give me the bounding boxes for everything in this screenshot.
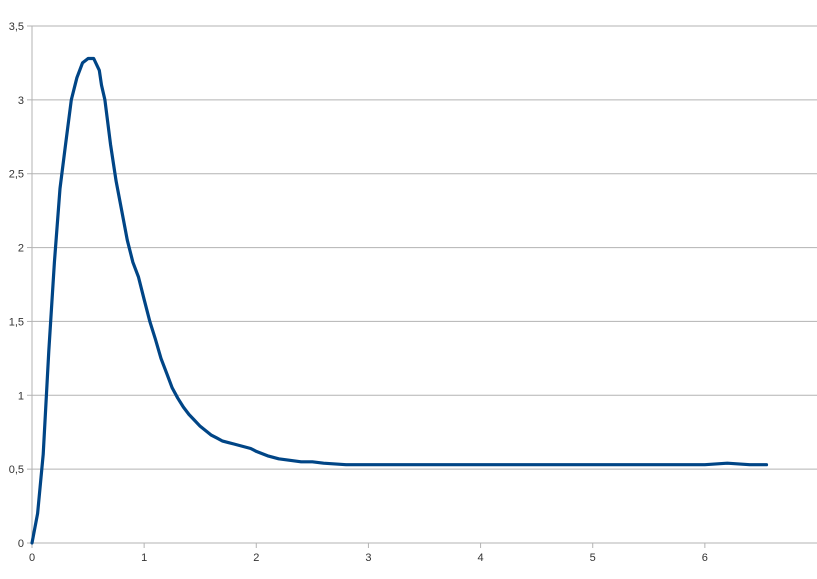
- axes: [27, 25, 817, 548]
- x-tick-label: 0: [29, 552, 35, 564]
- y-tick-label: 2,5: [9, 169, 24, 181]
- y-tick-label: 0: [18, 538, 24, 550]
- series: [30, 56, 769, 545]
- x-tick-label: 4: [478, 552, 484, 564]
- x-tick-labels: 0 1 2 3 4 5 6: [29, 552, 708, 564]
- x-tick-label: 3: [365, 552, 371, 564]
- x-tick-label: 6: [702, 552, 708, 564]
- y-tick-label: 2: [18, 243, 24, 255]
- y-tick-label: 3,5: [9, 21, 24, 33]
- x-tick-label: 5: [590, 552, 596, 564]
- x-tick-label: 2: [253, 552, 259, 564]
- series-line-0: [30, 56, 769, 545]
- y-tick-label: 1: [18, 390, 24, 402]
- y-tick-label: 0,5: [9, 464, 24, 476]
- grid: [32, 25, 817, 470]
- y-tick-label: 1,5: [9, 316, 24, 328]
- y-tick-label: 3: [18, 95, 24, 107]
- x-tick-label: 1: [141, 552, 147, 564]
- y-tick-labels: 0 0,5 1 1,5 2 2,5 3 3,5: [9, 21, 24, 550]
